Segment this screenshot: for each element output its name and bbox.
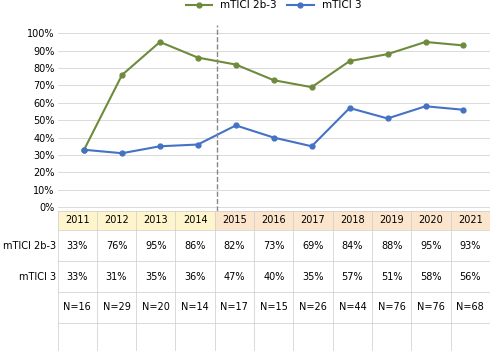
mTICI 3 — [119, 151, 125, 155]
Text: 2020: 2020 — [418, 216, 444, 225]
Text: mTICI 2b-3: mTICI 2b-3 — [3, 241, 56, 251]
Text: 69%: 69% — [302, 241, 324, 251]
Text: 2021: 2021 — [458, 216, 482, 225]
Legend: mTICI 2b-3, mTICI 3: mTICI 2b-3, mTICI 3 — [182, 0, 366, 15]
Bar — [450, 211, 490, 230]
Text: 95%: 95% — [145, 241, 167, 251]
mTICI 3 — [233, 123, 239, 127]
mTICI 3 — [308, 144, 314, 148]
mTICI 3 — [157, 144, 163, 148]
Text: N=29: N=29 — [102, 303, 130, 312]
mTICI 3 — [422, 104, 428, 108]
Bar — [136, 211, 175, 230]
Text: 31%: 31% — [106, 272, 127, 282]
Text: 95%: 95% — [420, 241, 442, 251]
Text: 47%: 47% — [224, 272, 245, 282]
mTICI 3 — [195, 143, 201, 147]
mTICI 3 — [346, 106, 352, 110]
Text: 86%: 86% — [184, 241, 206, 251]
Text: 2011: 2011 — [65, 216, 90, 225]
mTICI 2b-3 — [81, 148, 87, 152]
Text: 33%: 33% — [66, 241, 88, 251]
mTICI 3 — [271, 135, 277, 140]
mTICI 2b-3 — [422, 40, 428, 44]
Text: 2013: 2013 — [144, 216, 168, 225]
mTICI 2b-3 — [308, 85, 314, 89]
Text: 93%: 93% — [460, 241, 481, 251]
Text: 2018: 2018 — [340, 216, 364, 225]
Text: 2012: 2012 — [104, 216, 129, 225]
Text: 56%: 56% — [460, 272, 481, 282]
Bar — [294, 211, 333, 230]
Bar — [176, 211, 215, 230]
Text: N=76: N=76 — [378, 303, 406, 312]
Text: N=76: N=76 — [417, 303, 445, 312]
Text: 76%: 76% — [106, 241, 127, 251]
Text: 51%: 51% — [381, 272, 402, 282]
Bar — [412, 211, 451, 230]
Text: 2014: 2014 — [183, 216, 208, 225]
Text: N=17: N=17 — [220, 303, 248, 312]
mTICI 2b-3 — [195, 55, 201, 60]
Bar — [215, 211, 254, 230]
mTICI 2b-3 — [119, 73, 125, 77]
Bar — [372, 211, 412, 230]
mTICI 2b-3 — [460, 43, 466, 47]
Text: 2015: 2015 — [222, 216, 247, 225]
Text: N=14: N=14 — [181, 303, 209, 312]
Text: 40%: 40% — [263, 272, 284, 282]
mTICI 2b-3 — [271, 78, 277, 82]
Bar — [332, 211, 372, 230]
Text: 2016: 2016 — [262, 216, 286, 225]
mTICI 2b-3 — [346, 59, 352, 63]
Line: mTICI 3: mTICI 3 — [82, 104, 466, 155]
Text: 58%: 58% — [420, 272, 442, 282]
mTICI 2b-3 — [157, 40, 163, 44]
Text: 33%: 33% — [66, 272, 88, 282]
Bar — [254, 211, 294, 230]
mTICI 3 — [460, 108, 466, 112]
Text: 35%: 35% — [302, 272, 324, 282]
Text: N=44: N=44 — [338, 303, 366, 312]
Text: 2019: 2019 — [380, 216, 404, 225]
Bar — [58, 211, 97, 230]
Line: mTICI 2b-3: mTICI 2b-3 — [82, 40, 466, 152]
mTICI 2b-3 — [384, 52, 390, 56]
Text: 57%: 57% — [342, 272, 363, 282]
Text: 73%: 73% — [263, 241, 284, 251]
mTICI 3 — [384, 116, 390, 120]
Text: 88%: 88% — [381, 241, 402, 251]
Text: N=15: N=15 — [260, 303, 287, 312]
Text: N=68: N=68 — [456, 303, 484, 312]
Text: 35%: 35% — [145, 272, 167, 282]
Bar — [97, 211, 136, 230]
Text: 82%: 82% — [224, 241, 245, 251]
Text: 2017: 2017 — [300, 216, 326, 225]
Text: N=16: N=16 — [64, 303, 91, 312]
Text: 84%: 84% — [342, 241, 363, 251]
mTICI 3 — [81, 148, 87, 152]
mTICI 2b-3 — [233, 62, 239, 67]
Text: N=20: N=20 — [142, 303, 170, 312]
Text: N=26: N=26 — [299, 303, 327, 312]
Text: 36%: 36% — [184, 272, 206, 282]
Text: mTICI 3: mTICI 3 — [19, 272, 57, 282]
